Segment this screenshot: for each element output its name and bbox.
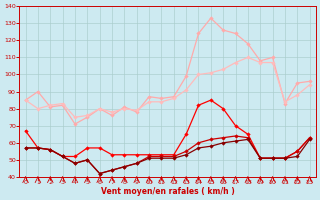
X-axis label: Vent moyen/en rafales ( km/h ): Vent moyen/en rafales ( km/h ) bbox=[101, 187, 235, 196]
